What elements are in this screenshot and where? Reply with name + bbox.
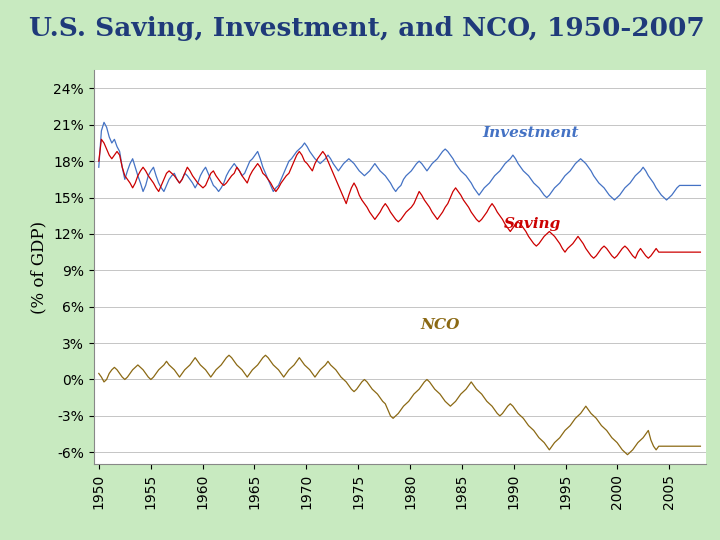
Y-axis label: (% of GDP): (% of GDP) bbox=[30, 221, 48, 314]
Text: U.S. Saving, Investment, and NCO, 1950-2007: U.S. Saving, Investment, and NCO, 1950-2… bbox=[29, 16, 705, 41]
Text: Investment: Investment bbox=[482, 126, 579, 140]
Text: NCO: NCO bbox=[420, 318, 460, 332]
Text: Saving: Saving bbox=[503, 217, 561, 231]
